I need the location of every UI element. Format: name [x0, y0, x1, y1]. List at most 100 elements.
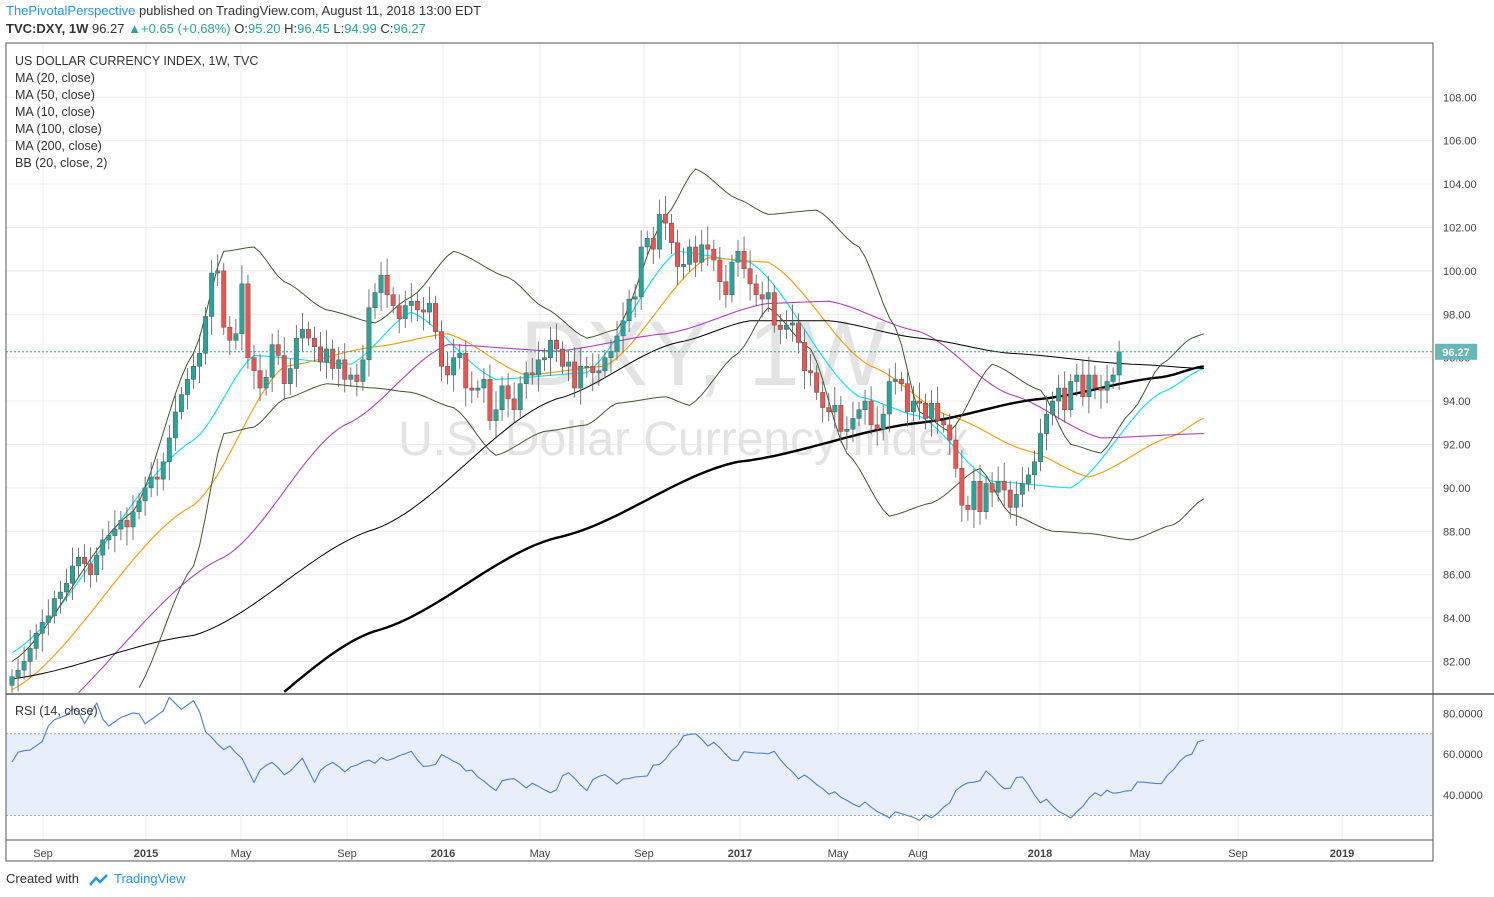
- tradingview-link[interactable]: TradingView: [114, 871, 186, 886]
- candle: [88, 547, 94, 588]
- candle: [1007, 480, 1013, 519]
- chart-axes: 82.0084.0086.0088.0090.0092.0094.0096.00…: [5, 42, 1494, 862]
- candle-body: [9, 676, 15, 686]
- candle: [45, 599, 51, 636]
- high-label: H:: [284, 21, 298, 36]
- candle-body: [1007, 489, 1013, 508]
- candle: [118, 510, 124, 541]
- candle-body: [1044, 413, 1049, 434]
- legend-ma10[interactable]: MA (10, close): [15, 105, 95, 119]
- low-label: L:: [333, 21, 345, 36]
- author-link[interactable]: ThePivotalPerspective: [6, 3, 136, 18]
- candle-body: [360, 359, 366, 382]
- candle-body: [687, 246, 693, 265]
- symbol-header: TVC:DXY, 1W 96.27 ▲+0.65 (+0.68%) O:95.2…: [6, 21, 426, 36]
- candle-body: [723, 281, 729, 295]
- candle: [765, 275, 771, 313]
- candle-body: [923, 402, 928, 419]
- candle: [360, 344, 366, 391]
- candle-body: [777, 324, 783, 330]
- footer: Created with TradingView: [6, 871, 186, 887]
- candle: [602, 350, 608, 379]
- candle-body: [1092, 374, 1098, 389]
- legend-ma200[interactable]: MA (200, close): [15, 139, 102, 153]
- candle-body: [820, 392, 826, 408]
- candle-body: [1116, 351, 1122, 376]
- candle-body: [1025, 474, 1031, 484]
- candle-body: [390, 294, 396, 306]
- candle: [1001, 462, 1007, 507]
- price-axis-label: 108.00: [1443, 92, 1477, 104]
- candle: [312, 326, 317, 362]
- candle-body: [293, 337, 299, 369]
- candle: [439, 320, 445, 382]
- candle-body: [203, 316, 209, 354]
- candle: [771, 284, 777, 333]
- candle: [505, 372, 511, 418]
- candle-body: [1001, 481, 1007, 491]
- candle: [257, 354, 263, 402]
- candle-body: [130, 511, 136, 528]
- candle: [76, 547, 81, 578]
- candle: [227, 316, 233, 356]
- candle-body: [838, 405, 844, 432]
- candle-body: [941, 420, 947, 426]
- price-axis-label: 90.00: [1443, 483, 1471, 495]
- candle-body: [336, 359, 342, 369]
- candle-body: [330, 348, 336, 369]
- candle-body: [620, 320, 626, 337]
- candle: [112, 510, 118, 553]
- candle-body: [614, 335, 620, 352]
- candle: [705, 226, 711, 266]
- rsi-legend[interactable]: RSI (14, close): [15, 704, 98, 718]
- time-axis-label: Sep: [337, 848, 357, 860]
- legend-ma100[interactable]: MA (100, close): [15, 122, 102, 136]
- candle-body: [584, 366, 590, 368]
- candle: [1019, 466, 1025, 508]
- candle: [511, 382, 517, 423]
- candle: [348, 367, 354, 387]
- candle: [693, 235, 699, 277]
- candle-body: [427, 303, 432, 313]
- close-value: 96.27: [393, 21, 426, 36]
- candle: [759, 281, 765, 318]
- candle-body: [445, 366, 451, 376]
- candle: [989, 472, 995, 508]
- candle-body: [892, 379, 898, 382]
- candle-body: [802, 342, 807, 371]
- candle-body: [826, 407, 832, 413]
- candle: [735, 240, 741, 277]
- candle: [57, 580, 63, 614]
- rsi-line-group: [11, 696, 1204, 821]
- candle-body: [136, 500, 142, 512]
- candle: [408, 282, 414, 323]
- candle: [185, 368, 190, 410]
- candle-body: [535, 359, 541, 376]
- time-axis-label: May: [1130, 848, 1151, 860]
- candle: [1044, 395, 1049, 451]
- time-axis-label: 2015: [134, 848, 158, 860]
- open-value: 95.20: [248, 21, 281, 36]
- candle-body: [783, 324, 789, 330]
- legend-title[interactable]: US DOLLAR CURRENCY INDEX, 1W, TVC: [15, 54, 259, 68]
- legend-ma20[interactable]: MA (20, close): [15, 71, 95, 85]
- candle: [965, 495, 971, 521]
- candle: [372, 283, 378, 319]
- candle-body: [548, 340, 553, 358]
- candle-body: [1062, 387, 1068, 410]
- candle-body: [626, 298, 632, 322]
- candle: [826, 392, 832, 422]
- candle-body: [947, 424, 953, 441]
- candle-body: [602, 357, 608, 371]
- legend-ma50[interactable]: MA (50, close): [15, 88, 95, 102]
- candle: [675, 229, 680, 285]
- candles: [9, 195, 1122, 693]
- candle-body: [21, 661, 27, 671]
- legend-bb[interactable]: BB (20, close, 2): [15, 156, 108, 170]
- publish-header: ThePivotalPerspective published on Tradi…: [6, 3, 481, 18]
- candle: [983, 475, 989, 520]
- candle-body: [457, 353, 463, 358]
- candle-body: [759, 294, 765, 300]
- candle: [644, 230, 650, 255]
